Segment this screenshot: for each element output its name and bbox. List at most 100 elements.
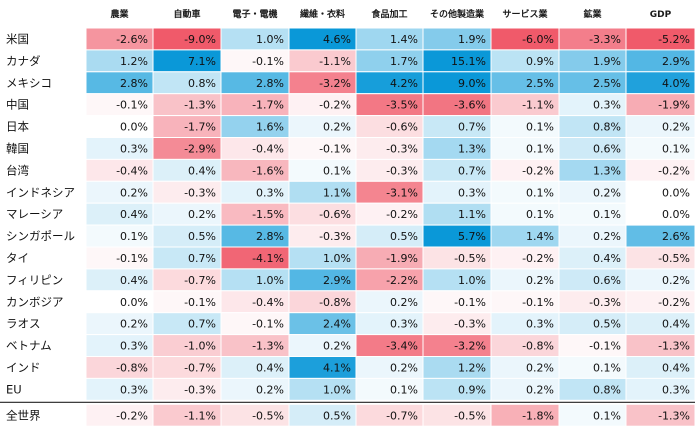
cell-value: 0.0%: [662, 186, 690, 199]
cell-value: 0.1%: [526, 186, 554, 199]
cell-value: 0.4%: [662, 318, 690, 331]
row-label: 米国: [6, 32, 29, 46]
cell-value: 4.1%: [323, 361, 351, 374]
column-header: 食品加工: [370, 8, 407, 20]
cell-value: 0.3%: [458, 186, 486, 199]
heatmap-cell: [625, 403, 696, 427]
cell-value: -1.6%: [252, 164, 284, 177]
cell-value: -1.3%: [184, 99, 216, 112]
row-label: EU: [6, 382, 22, 396]
cell-value: 0.2%: [662, 274, 690, 287]
cell-value: 0.4%: [120, 274, 148, 287]
cell-value: 0.2%: [323, 340, 351, 353]
column-header: 電子・電機: [232, 8, 277, 20]
cell-value: -0.2%: [658, 164, 690, 177]
cell-value: -0.7%: [386, 409, 418, 422]
cell-value: 2.4%: [323, 318, 351, 331]
cell-value: 0.7%: [458, 164, 486, 177]
cell-value: 0.1%: [593, 361, 621, 374]
cell-value: 1.3%: [593, 164, 621, 177]
row-label: 台湾: [6, 163, 29, 177]
cell-value: 0.4%: [256, 361, 284, 374]
cell-value: 0.4%: [593, 252, 621, 265]
cell-value: -1.7%: [184, 121, 216, 134]
cell-value: -0.6%: [386, 121, 418, 134]
cell-value: 0.4%: [188, 164, 216, 177]
row-label: 日本: [6, 120, 29, 134]
cell-value: -3.3%: [589, 33, 621, 46]
row-label: インドネシア: [6, 185, 75, 199]
cell-value: 1.4%: [390, 33, 418, 46]
cell-value: 0.9%: [458, 383, 486, 396]
cell-value: -0.6%: [319, 208, 351, 221]
column-header: 鉱業: [583, 8, 602, 20]
cell-value: 0.0%: [120, 296, 148, 309]
cell-value: -1.1%: [319, 55, 351, 68]
cell-value: 0.1%: [662, 142, 690, 155]
cell-value: 2.8%: [256, 77, 284, 90]
cell-value: -1.1%: [522, 99, 554, 112]
cell-value: -2.6%: [116, 33, 148, 46]
cell-value: -0.2%: [522, 252, 554, 265]
cell-value: 0.0%: [120, 121, 148, 134]
cell-value: -3.2%: [319, 77, 351, 90]
cell-value: -3.2%: [454, 340, 486, 353]
cell-value: -0.5%: [252, 409, 284, 422]
row-label: カンボジア: [6, 295, 64, 309]
cell-value: 0.8%: [593, 383, 621, 396]
cell-value: -0.3%: [386, 164, 418, 177]
cell-value: -0.7%: [184, 361, 216, 374]
row-label: メキシコ: [6, 76, 52, 90]
cell-value: -2.2%: [386, 274, 418, 287]
cell-value: -0.5%: [454, 252, 486, 265]
cell-value: 1.0%: [323, 383, 351, 396]
cell-value: 0.2%: [593, 186, 621, 199]
cell-value: 1.9%: [458, 33, 486, 46]
cell-value: -1.8%: [522, 409, 554, 422]
cell-value: -4.1%: [252, 252, 284, 265]
cell-value: 0.3%: [662, 383, 690, 396]
cell-value: 5.7%: [458, 230, 486, 243]
cell-value: -0.2%: [319, 99, 351, 112]
heatmap-cell: [625, 377, 696, 401]
cell-value: 4.2%: [390, 77, 418, 90]
cell-value: 0.1%: [593, 409, 621, 422]
cell-value: -1.5%: [252, 208, 284, 221]
cell-value: -1.9%: [386, 252, 418, 265]
cell-value: 0.3%: [390, 318, 418, 331]
cell-value: -2.9%: [184, 142, 216, 155]
cell-value: 1.7%: [390, 55, 418, 68]
cell-value: 0.1%: [593, 208, 621, 221]
cell-value: -0.8%: [319, 296, 351, 309]
cell-value: 0.5%: [188, 230, 216, 243]
cell-value: -0.3%: [319, 230, 351, 243]
cell-value: 2.6%: [662, 230, 690, 243]
cell-value: -0.3%: [184, 383, 216, 396]
cell-value: -0.5%: [658, 252, 690, 265]
cell-value: 0.3%: [526, 318, 554, 331]
cell-value: 0.1%: [526, 121, 554, 134]
cell-value: 2.9%: [662, 55, 690, 68]
row-label: フィリピン: [6, 273, 63, 287]
cell-value: 0.8%: [188, 77, 216, 90]
cell-value: 1.1%: [458, 208, 486, 221]
cell-value: -0.1%: [252, 55, 284, 68]
column-header: その他製造業: [430, 8, 485, 20]
cell-value: -0.7%: [184, 274, 216, 287]
cell-value: 0.2%: [323, 121, 351, 134]
cell-value: 0.2%: [188, 208, 216, 221]
cell-value: 0.3%: [120, 383, 148, 396]
cell-value: 0.2%: [662, 121, 690, 134]
cell-value: 4.6%: [323, 33, 351, 46]
cell-value: 1.2%: [120, 55, 148, 68]
cell-value: -1.7%: [252, 99, 284, 112]
cell-value: 1.0%: [256, 274, 284, 287]
cell-value: -0.1%: [116, 99, 148, 112]
cell-value: -0.3%: [454, 318, 486, 331]
cell-value: 0.7%: [458, 121, 486, 134]
cell-value: -0.3%: [589, 296, 621, 309]
cell-value: 0.3%: [120, 142, 148, 155]
cell-value: 0.2%: [526, 361, 554, 374]
row-label: インド: [6, 360, 41, 374]
cell-value: 15.1%: [451, 55, 486, 68]
